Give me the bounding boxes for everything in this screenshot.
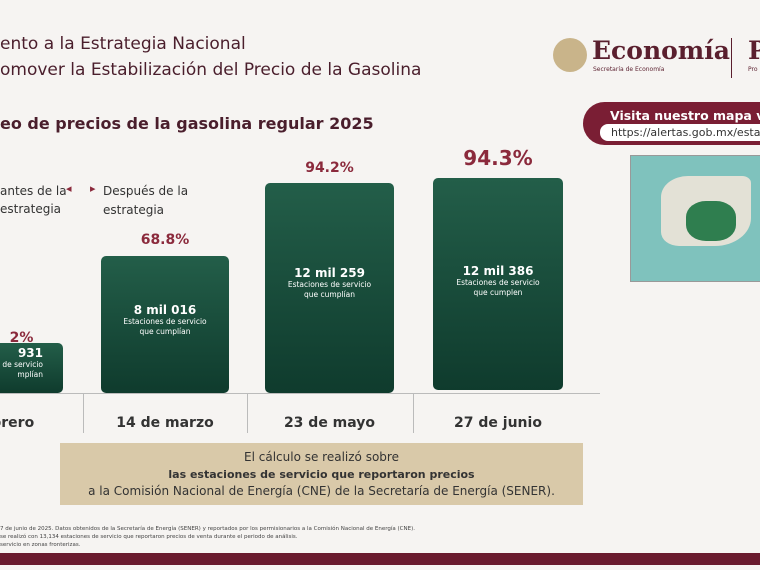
phase-line: estrategia: [103, 203, 165, 217]
map-image[interactable]: [630, 155, 760, 282]
map-link[interactable]: https://alertas.gob.mx/estacion: [611, 126, 760, 139]
bar: 8 mil 016 Estaciones de servicio que cumpl…: [101, 256, 229, 393]
bar-desc: que cumplen: [473, 287, 523, 297]
separator: [247, 393, 248, 433]
phase-line: Después de la: [103, 184, 189, 198]
bar: 931 de servicio mplían: [0, 343, 63, 393]
separator: [83, 393, 84, 433]
bar-desc: Estaciones de servicio: [123, 316, 207, 326]
note-line: a la Comisión Nacional de Energía (CNE) …: [88, 484, 555, 498]
percent-label: 94.2%: [305, 160, 354, 176]
logo: P: [748, 36, 760, 65]
arrow-left: ◂: [66, 182, 72, 195]
bar: 12 mil 386 Estaciones de servicio que cump…: [433, 178, 563, 390]
footnote: 7 de junio de 2025. Datos obtenidos de l…: [0, 526, 416, 532]
phase-before: antes de la estrategia: [0, 182, 67, 218]
bar-count: 931: [17, 346, 43, 360]
note-line: El cálculo se realizó sobre: [244, 450, 399, 464]
logo-emblem: [553, 38, 587, 72]
title-line: ento a la Estrategia Nacional: [0, 34, 246, 54]
bar-count: 12 mil 386: [462, 263, 534, 278]
footnote: se realizó con 13,134 estaciones de serv…: [0, 534, 298, 540]
note-box: El cálculo se realizó sobre las estacione…: [60, 443, 583, 505]
bar-desc: que cumplían: [139, 326, 191, 336]
footnote: servicio en zonas fronterizas.: [0, 542, 81, 548]
footer-bar: [0, 553, 760, 565]
separator: [413, 393, 414, 433]
date-label: 23 de mayo: [283, 415, 376, 431]
phase-after: Después de la estrategia: [103, 182, 188, 220]
date-label: 14 de marzo: [116, 415, 214, 431]
phase-line: estrategia: [0, 202, 62, 216]
baseline: [0, 393, 600, 394]
bar-desc: Estaciones de servicio: [456, 277, 540, 287]
date-label: 27 de junio: [454, 415, 542, 431]
map-markers: [686, 201, 736, 241]
percent-label: 94.3%: [463, 146, 533, 170]
percent-label: 68.8%: [140, 232, 190, 248]
date-label: ebrero: [0, 415, 35, 431]
logo-divider: [731, 38, 732, 78]
logo-sub: Pro: [748, 66, 758, 73]
arrow-right: ▸: [90, 182, 96, 195]
subtitle: eo de precios de la gasolina regular 202…: [0, 114, 374, 133]
link-bg: [600, 124, 760, 141]
percent-label: 2%: [9, 330, 34, 346]
bar-desc: que cumplían: [304, 290, 355, 299]
logo-sub: Secretaría de Economía: [593, 66, 665, 73]
bar-desc: de servicio: [2, 360, 43, 369]
bar: 12 mil 259 Estaciones de servicio que cump…: [265, 183, 394, 393]
map-title: Visita nuestro mapa virtu: [610, 108, 760, 123]
title-line: omover la Estabilización del Precio de l…: [0, 60, 422, 80]
note-line: las estaciones de servicio que reportaro…: [168, 468, 475, 481]
phase-line: antes de la: [0, 184, 67, 198]
logo: Economía: [592, 36, 730, 65]
bar-desc: mplían: [17, 370, 43, 379]
footnotes: 7 de junio de 2025. Datos obtenidos de l…: [0, 525, 415, 549]
bar-count: 12 mil 259: [294, 266, 365, 280]
bar-count: 8 mil 016: [133, 302, 197, 317]
bar-desc: Estaciones de servicio: [287, 280, 372, 289]
